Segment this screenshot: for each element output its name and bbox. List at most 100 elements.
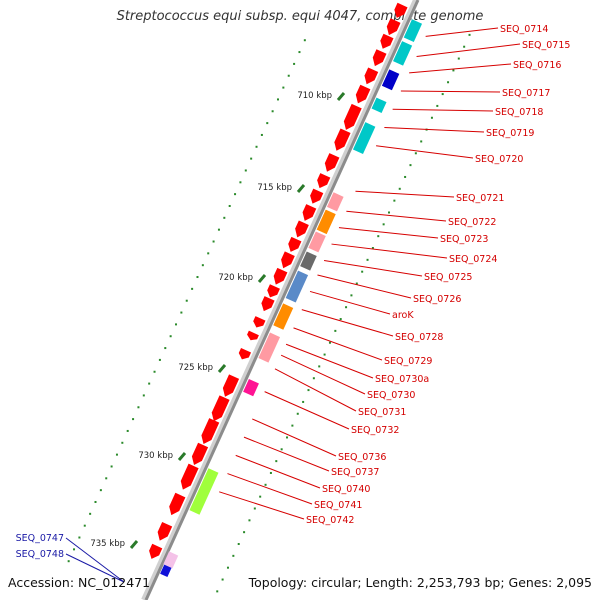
gc-dot xyxy=(250,157,253,160)
cog-block xyxy=(189,468,219,515)
gene-feature-cds-27 xyxy=(157,521,173,541)
cog-block xyxy=(352,122,376,155)
gene-feature-cds-5 xyxy=(355,84,371,104)
gc-dot xyxy=(185,299,188,302)
gene-feature-cds-0 xyxy=(394,2,408,18)
gene-feature-cog-2 xyxy=(381,69,400,91)
gc-dot xyxy=(132,418,135,421)
gc-dot xyxy=(243,531,246,534)
accession-value: NC_012471 xyxy=(78,575,151,590)
gc-dot xyxy=(339,318,342,321)
gc-dot xyxy=(175,323,178,326)
gc-dot xyxy=(436,104,439,107)
gene-feature-cds-7 xyxy=(334,128,351,151)
label-leader xyxy=(285,343,374,379)
tick-mark xyxy=(296,184,306,193)
cds-arrow xyxy=(317,173,331,189)
gc-dot xyxy=(328,341,331,344)
label-leader xyxy=(324,259,423,277)
gc-dot xyxy=(89,512,92,515)
gc-dot xyxy=(266,122,269,125)
gc-dot xyxy=(345,306,348,309)
cds-arrow xyxy=(267,284,280,298)
gene-feature-cog-12 xyxy=(243,379,259,397)
gene-feature-cds-20 xyxy=(238,347,252,360)
tick-mark xyxy=(217,364,227,373)
gc-dot xyxy=(318,365,321,368)
gc-dot xyxy=(286,436,289,439)
gene-label: SEQ_0720 xyxy=(475,154,523,165)
gene-label: SEQ_0723 xyxy=(440,234,488,245)
tick-label: 715 kbp xyxy=(257,183,292,193)
gene-feature-cog-3 xyxy=(371,97,387,114)
gene-label: SEQ_0742 xyxy=(306,515,354,526)
cog-block xyxy=(285,270,309,303)
cds-arrow xyxy=(302,204,317,221)
label-leader xyxy=(252,418,337,457)
gc-dot xyxy=(78,536,81,539)
gc-dot xyxy=(207,252,210,255)
gc-dot xyxy=(99,489,102,492)
cog-block xyxy=(371,97,387,114)
gc-dot xyxy=(126,429,129,432)
gc-dot xyxy=(303,39,306,42)
gene-feature-cds-28 xyxy=(149,543,163,559)
gene-feature-cog-4 xyxy=(352,122,376,155)
gene-feature-cds-9 xyxy=(317,173,331,189)
gc-dot xyxy=(83,524,86,527)
gc-dot xyxy=(253,507,256,510)
accession-label: Accession: xyxy=(8,575,79,590)
label-leader xyxy=(243,436,330,472)
topology-value: circular xyxy=(311,575,358,590)
cds-arrow xyxy=(261,296,275,312)
gc-dot xyxy=(355,282,358,285)
gc-dot xyxy=(269,471,272,474)
gc-dot xyxy=(164,347,167,350)
label-leader xyxy=(338,227,439,239)
label-leader xyxy=(280,354,366,395)
genome-summary: Topology: circular; Length: 2,253,793 bp… xyxy=(249,575,592,590)
gc-dot xyxy=(115,453,118,456)
gc-dot xyxy=(361,270,364,273)
gene-feature-cds-13 xyxy=(288,236,302,252)
gc-dot xyxy=(404,175,407,178)
gene-label: SEQ_0730 xyxy=(367,390,415,401)
gc-dot xyxy=(223,216,226,219)
gc-dot xyxy=(239,181,242,184)
cds-arrow xyxy=(180,463,199,490)
label-leader xyxy=(293,327,383,361)
cds-arrow xyxy=(394,2,408,18)
gene-label: SEQ_0737 xyxy=(331,467,379,478)
cog-block xyxy=(403,19,423,43)
cog-block xyxy=(381,69,400,91)
gc-dot xyxy=(158,358,161,361)
label-leader xyxy=(301,309,394,337)
gene-feature-cog-0 xyxy=(403,19,423,43)
gene-feature-cog-extra-b xyxy=(160,564,172,578)
gc-dot xyxy=(298,51,301,54)
gene-label: SEQ_0724 xyxy=(449,254,497,265)
backbone-shadow xyxy=(141,0,419,600)
gc-dot xyxy=(409,164,412,167)
length-value: 2,253,793 bp xyxy=(416,575,501,590)
gc-dot xyxy=(271,110,274,113)
genes-label: ; Genes: xyxy=(500,575,557,590)
gc-dot xyxy=(148,382,151,385)
length-label: ; Length: xyxy=(357,575,417,590)
label-leader xyxy=(384,126,485,133)
gc-dot xyxy=(259,495,262,498)
gc-dot xyxy=(323,353,326,356)
gc-dot xyxy=(377,235,380,238)
cog-block xyxy=(273,303,294,330)
gc-dot xyxy=(221,578,224,581)
gc-dot xyxy=(169,335,172,338)
gc-dot xyxy=(371,247,374,250)
backbone xyxy=(144,0,420,600)
gc-dot xyxy=(67,560,70,563)
gene-feature-cog-1 xyxy=(393,41,413,66)
gc-dot xyxy=(237,543,240,546)
gene-label: SEQ_0715 xyxy=(522,40,570,51)
topology-label: Topology: xyxy=(248,575,312,590)
genes-value: 2,095 xyxy=(556,575,592,590)
